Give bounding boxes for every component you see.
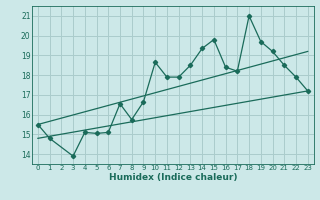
X-axis label: Humidex (Indice chaleur): Humidex (Indice chaleur) [108, 173, 237, 182]
